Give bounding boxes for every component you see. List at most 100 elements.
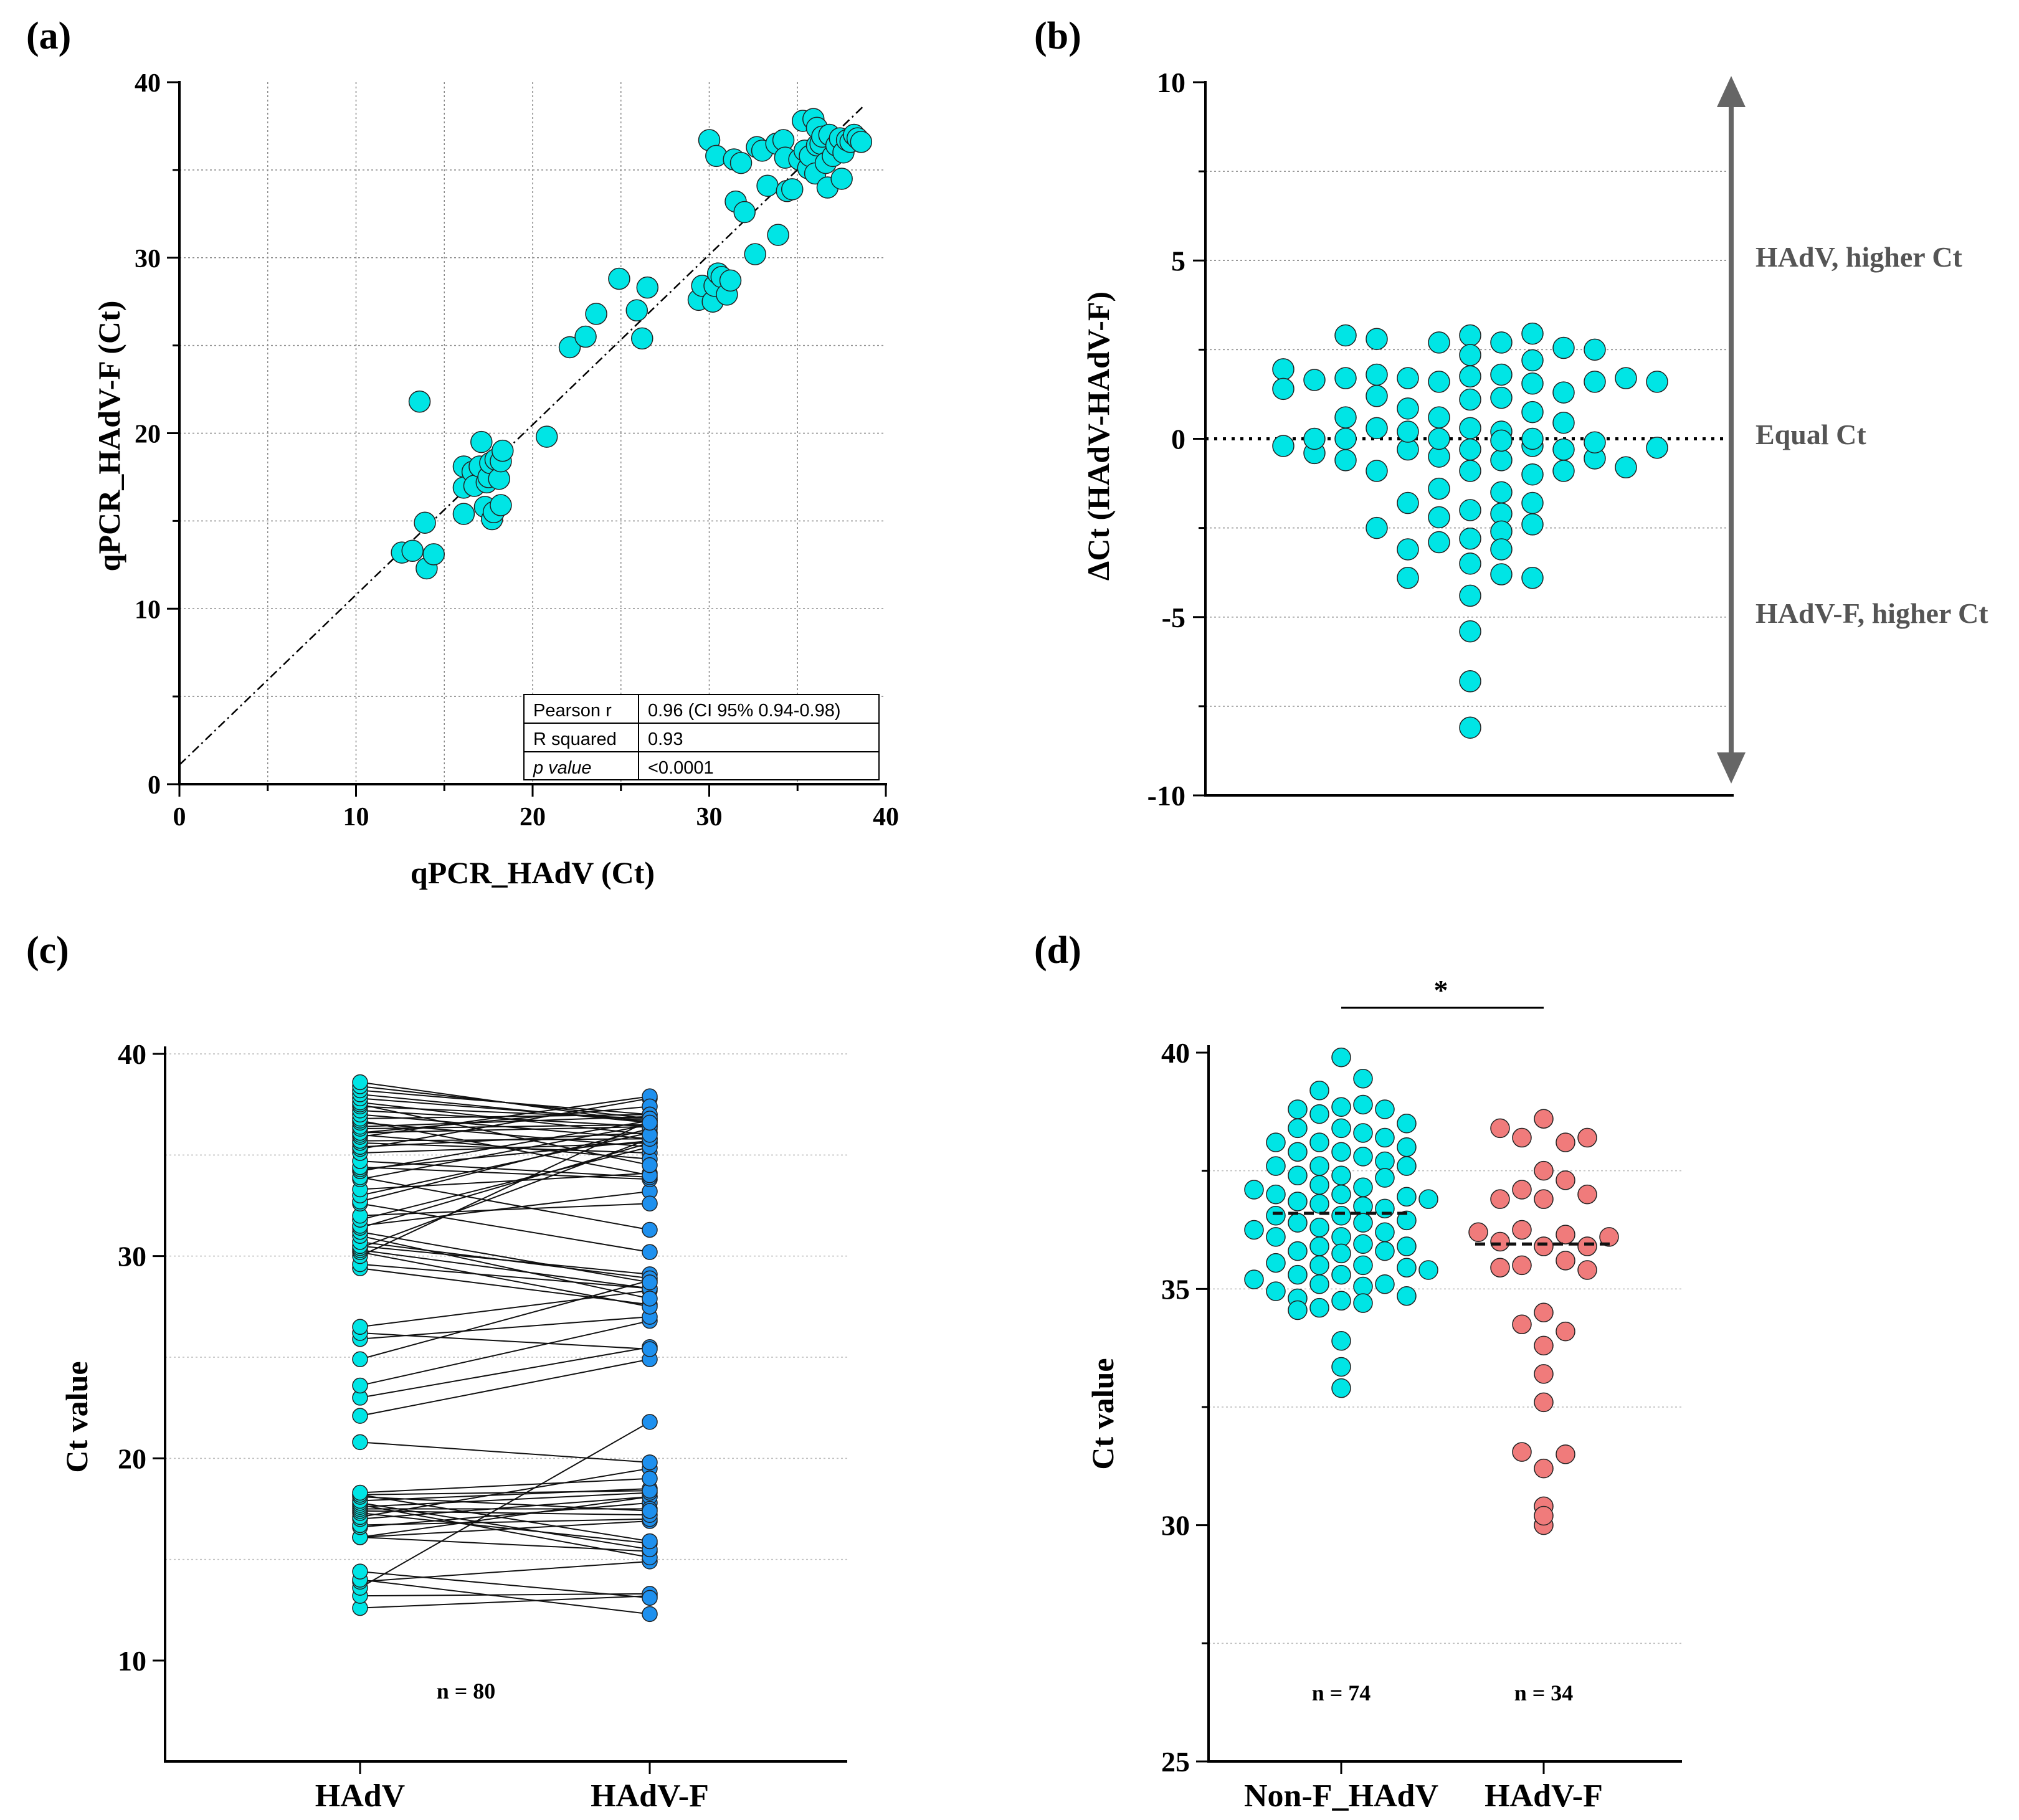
c-pair-line xyxy=(359,1358,650,1417)
b-y-tick-label: -5 xyxy=(1162,602,1185,633)
d-point xyxy=(1397,1114,1417,1134)
a-point xyxy=(490,494,512,516)
b-point xyxy=(1334,427,1357,450)
a-point xyxy=(414,511,436,534)
c-pair-line xyxy=(359,1268,650,1306)
d-point xyxy=(1418,1260,1438,1280)
c-pair-line xyxy=(359,1124,650,1180)
d-point xyxy=(1331,1184,1351,1205)
d-point xyxy=(1266,1227,1286,1247)
d-point xyxy=(1556,1444,1575,1464)
d-point xyxy=(1309,1236,1329,1256)
b-point xyxy=(1397,420,1419,443)
b-point xyxy=(1397,491,1419,514)
b-point xyxy=(1615,456,1637,479)
d-point xyxy=(1331,1205,1351,1226)
c-pair-line xyxy=(359,1496,650,1538)
b-point xyxy=(1490,331,1513,354)
c-point-hadv xyxy=(352,1434,368,1451)
d-point xyxy=(1397,1137,1417,1157)
d-point xyxy=(1288,1264,1308,1285)
c-point-hadvf xyxy=(642,1274,658,1291)
b-point xyxy=(1272,377,1295,400)
b-point xyxy=(1428,427,1450,450)
c-point-hadv xyxy=(352,1319,368,1335)
d-point xyxy=(1599,1227,1619,1247)
b-point xyxy=(1459,620,1481,643)
c-point-hadvf xyxy=(642,1157,658,1173)
d-point xyxy=(1331,1097,1351,1117)
c-point-hadvf xyxy=(642,1454,658,1471)
d-point xyxy=(1490,1231,1510,1252)
b-point xyxy=(1366,516,1388,539)
d-point xyxy=(1375,1127,1395,1148)
c-pair-line xyxy=(359,1579,650,1615)
b-point xyxy=(1459,324,1481,347)
b-point xyxy=(1459,499,1481,521)
d-n-label-nonf: n = 74 xyxy=(1312,1680,1371,1705)
d-point xyxy=(1556,1251,1575,1271)
c-pair-line xyxy=(359,1518,650,1526)
d-points xyxy=(1244,1047,1619,1535)
c-point-hadvf xyxy=(642,1244,658,1260)
b-y-axis-title: ΔCt (HAdV-HAdV-F) xyxy=(1081,291,1116,581)
b-point xyxy=(1615,367,1637,389)
d-point xyxy=(1353,1213,1373,1233)
d-point xyxy=(1397,1236,1417,1256)
c-pair-line xyxy=(359,1235,650,1299)
d-point xyxy=(1266,1156,1286,1176)
c-y-axis-title: Ct value xyxy=(59,1361,94,1472)
d-point xyxy=(1266,1205,1286,1226)
b-point xyxy=(1521,372,1544,395)
a-points xyxy=(391,108,873,580)
b-point xyxy=(1428,331,1450,354)
b-point xyxy=(1459,460,1481,482)
b-point xyxy=(1521,463,1544,486)
c-point-hadv xyxy=(352,1563,368,1580)
b-point xyxy=(1552,438,1575,461)
c-point-hadvf xyxy=(642,1341,658,1357)
d-means xyxy=(1273,1211,1612,1246)
d-point xyxy=(1534,1392,1554,1413)
c-point-hadvf xyxy=(642,1533,658,1550)
c-pair-line xyxy=(359,1120,650,1176)
d-point xyxy=(1244,1220,1264,1240)
b-point xyxy=(1334,406,1357,429)
c-pair-line xyxy=(359,1512,650,1544)
c-point-hadv xyxy=(352,1351,368,1367)
a-point xyxy=(608,267,630,290)
d-point xyxy=(1288,1192,1308,1211)
c-pair-line xyxy=(359,1496,650,1512)
b-point xyxy=(1428,531,1450,554)
a-point xyxy=(401,539,424,562)
b-point xyxy=(1490,386,1513,409)
c-pair-line xyxy=(359,1093,650,1124)
b-point xyxy=(1584,338,1606,361)
d-point xyxy=(1577,1184,1597,1205)
d-point xyxy=(1288,1165,1308,1186)
d-point xyxy=(1556,1225,1575,1244)
c-pair-line xyxy=(359,1504,650,1558)
d-point xyxy=(1353,1094,1373,1115)
b-point xyxy=(1459,670,1481,693)
a-point xyxy=(729,151,753,174)
c-points xyxy=(352,1074,658,1623)
c-pair-line xyxy=(359,1172,650,1190)
b-arrow-down-head xyxy=(1717,752,1746,784)
b-point xyxy=(1646,371,1668,393)
d-point xyxy=(1353,1068,1373,1089)
c-pair-line xyxy=(359,1140,650,1170)
a-point xyxy=(719,269,742,292)
b-point xyxy=(1459,417,1481,440)
a-point xyxy=(585,303,607,325)
b-point xyxy=(1459,584,1481,607)
d-point xyxy=(1288,1241,1308,1261)
a-point xyxy=(744,243,766,265)
b-double-arrow xyxy=(1717,76,1746,784)
d-point xyxy=(1534,1364,1554,1384)
c-point-hadv xyxy=(352,1074,368,1091)
a-point xyxy=(756,174,779,197)
d-y-axis-title: Ct value xyxy=(1085,1358,1120,1469)
d-point xyxy=(1375,1151,1395,1172)
